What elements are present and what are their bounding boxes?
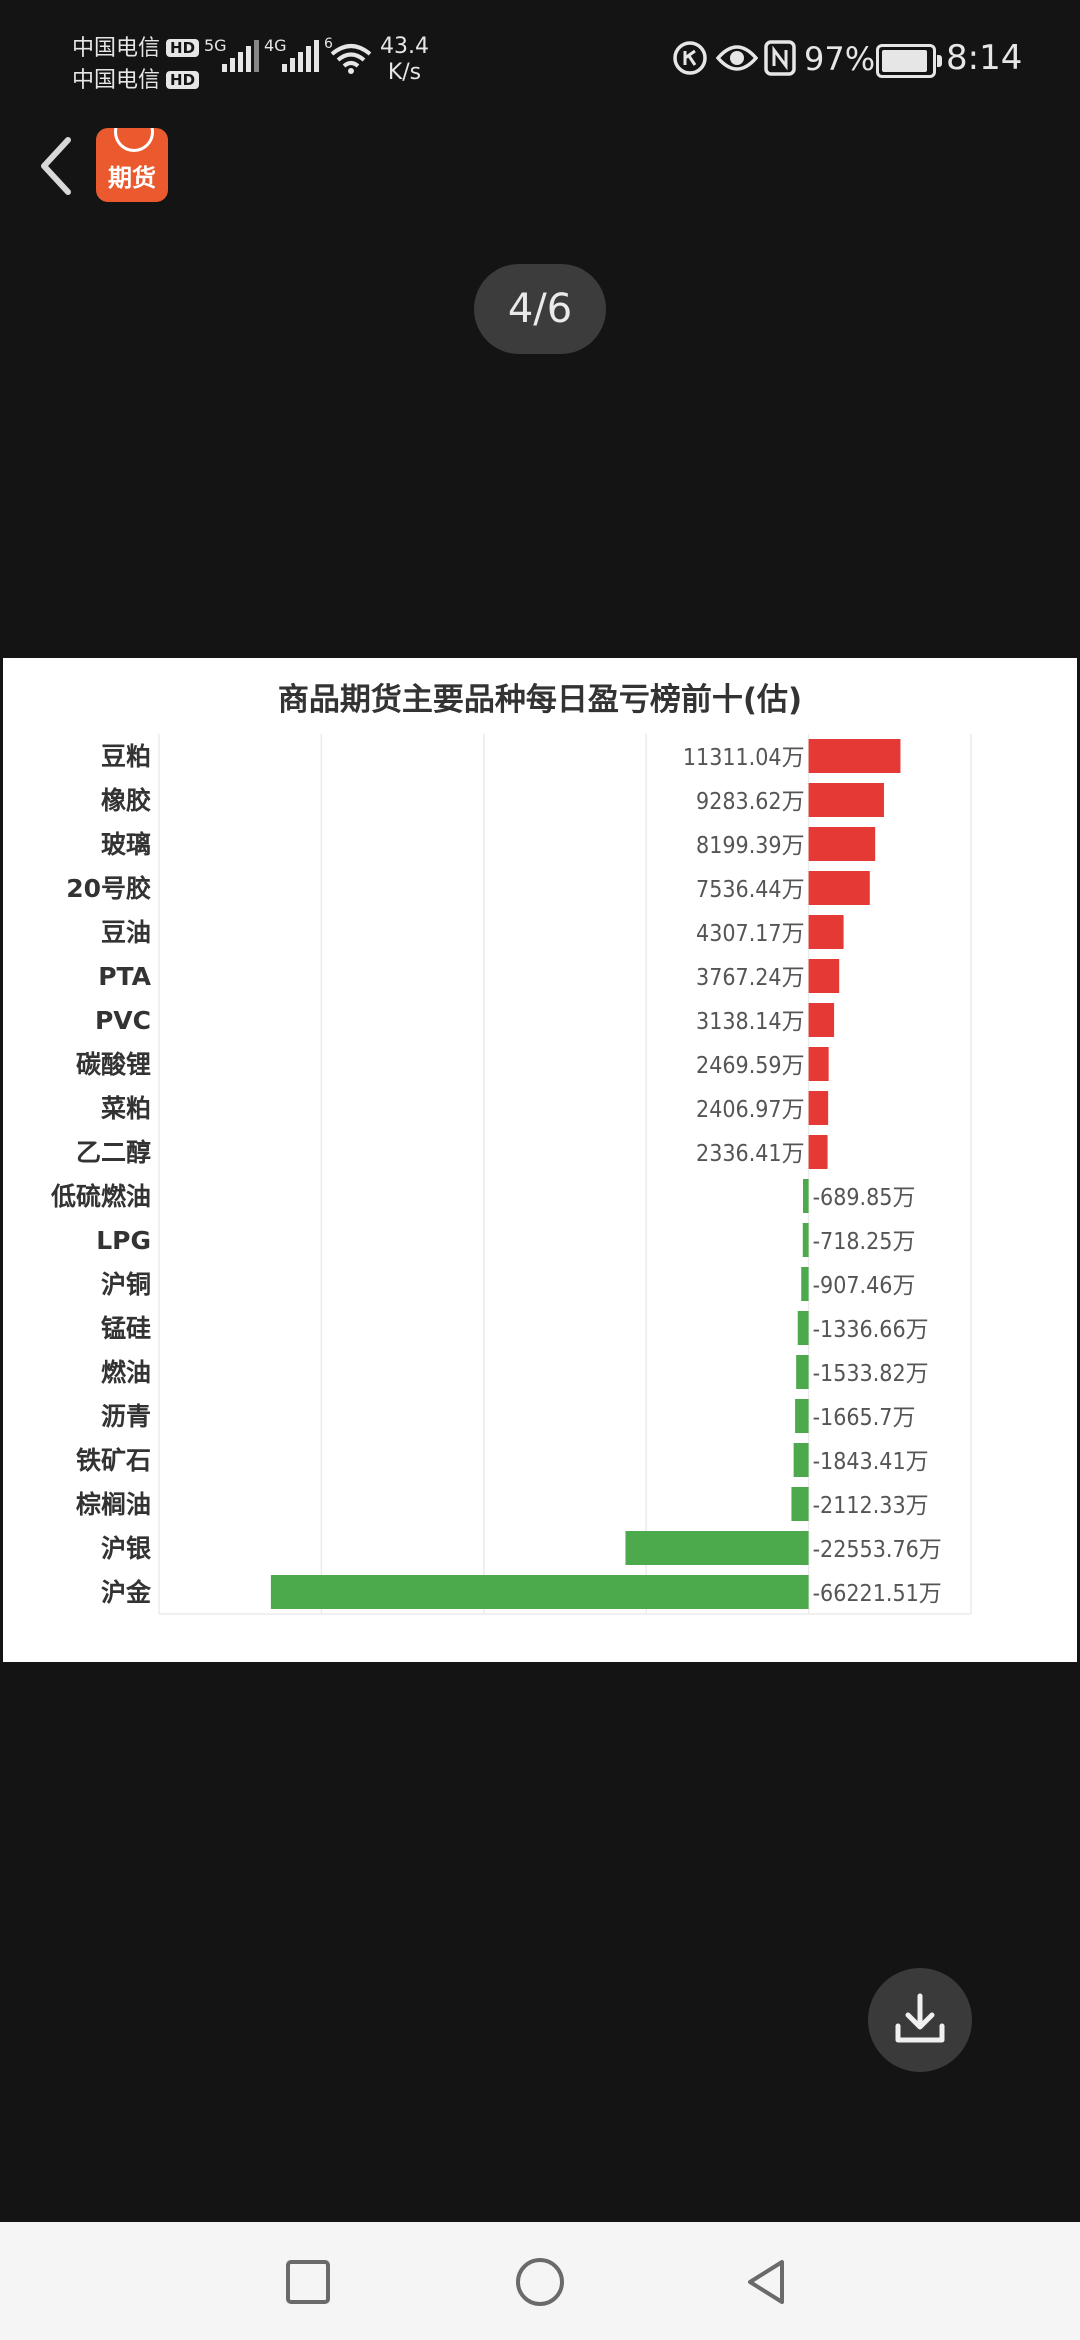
triangle-back-icon — [748, 2260, 784, 2304]
bar-20号胶 — [808, 871, 870, 905]
carrier-1: 中国电信 HD — [72, 30, 200, 62]
data-label: 2336.41万 — [696, 1141, 805, 1167]
chart-title: 商品期货主要品种每日盈亏榜前十(估) — [277, 682, 803, 718]
bar-燃油 — [796, 1355, 809, 1389]
data-label: -718.25万 — [813, 1229, 916, 1255]
data-label: -66221.51万 — [813, 1581, 942, 1607]
category-label: 碳酸锂 — [76, 1050, 151, 1079]
bar-沪金 — [270, 1575, 809, 1609]
bar-豆粕 — [808, 739, 901, 773]
home-button[interactable] — [510, 2252, 570, 2312]
data-label: -907.46万 — [813, 1273, 916, 1299]
hd-badge: HD — [166, 39, 200, 57]
data-label: -1843.41万 — [813, 1449, 929, 1475]
download-button[interactable] — [868, 1968, 972, 2072]
back-button[interactable] — [30, 130, 86, 202]
data-label: -2112.33万 — [813, 1493, 929, 1519]
carrier-2: 中国电信 HD — [72, 62, 200, 94]
category-label: 橡胶 — [101, 786, 151, 815]
category-label: 棕榈油 — [76, 1490, 151, 1519]
category-label: PVC — [95, 1006, 151, 1035]
category-label: 菜粕 — [100, 1094, 151, 1123]
data-label: -1336.66万 — [813, 1317, 929, 1343]
network-5g-label: 5G — [204, 36, 227, 55]
battery-icon — [876, 44, 942, 78]
data-saver-icon — [673, 41, 707, 75]
recents-button[interactable] — [278, 2252, 338, 2312]
data-label: 11311.04万 — [683, 745, 805, 771]
bar-乙二醇 — [808, 1135, 828, 1169]
data-label: 4307.17万 — [696, 921, 805, 947]
hd-badge: HD — [166, 71, 200, 89]
data-label: 3767.24万 — [696, 965, 805, 991]
bar-LPG — [802, 1223, 809, 1257]
category-label: 豆粕 — [101, 742, 151, 771]
category-label: 豆油 — [101, 918, 151, 947]
download-icon — [895, 1993, 945, 2043]
clock: 8:14 — [946, 38, 1023, 78]
data-label: 2406.97万 — [696, 1097, 805, 1123]
category-label: 沥青 — [101, 1402, 151, 1431]
status-bar: 中国电信 HD 中国电信 HD 5G 4G 6 43.4 K/s — [0, 0, 1080, 110]
network-speed: 43.4 K/s — [380, 34, 429, 85]
logo-emblem — [114, 128, 154, 152]
battery-percent: 97% — [804, 40, 876, 78]
category-label: 沪银 — [101, 1534, 152, 1563]
data-label: 9283.62万 — [696, 789, 805, 815]
category-label: 沪铜 — [101, 1270, 151, 1299]
bar-沥青 — [795, 1399, 809, 1433]
chart-image[interactable]: 商品期货主要品种每日盈亏榜前十(估) 豆粕 11311.04万橡胶 9283.62万… — [3, 658, 1077, 1662]
category-label: PTA — [98, 962, 151, 991]
bar-低硫燃油 — [802, 1179, 809, 1213]
bar-沪铜 — [801, 1267, 809, 1301]
navigation-bar — [0, 2222, 1080, 2340]
bar-碳酸锂 — [808, 1047, 829, 1081]
circle-icon — [516, 2258, 564, 2306]
category-label: 乙二醇 — [76, 1138, 151, 1167]
bar-PTA — [808, 959, 840, 993]
bar-玻璃 — [808, 827, 876, 861]
data-label: -22553.76万 — [813, 1537, 942, 1563]
bar-沪银 — [625, 1531, 809, 1565]
network-4g-label: 4G — [264, 36, 287, 55]
category-label: LPG — [96, 1226, 151, 1255]
bar-铁矿石 — [793, 1443, 809, 1477]
category-label: 玻璃 — [101, 830, 151, 859]
category-label: 锰硅 — [101, 1314, 151, 1343]
wifi-6-label: 6 — [324, 36, 333, 52]
category-label: 沪金 — [101, 1578, 152, 1607]
data-label: 7536.44万 — [696, 877, 805, 903]
category-label: 20号胶 — [66, 874, 151, 903]
data-label: 2469.59万 — [696, 1053, 805, 1079]
bar-橡胶 — [808, 783, 884, 817]
data-label: 3138.14万 — [696, 1009, 805, 1035]
bar-菜粕 — [808, 1091, 829, 1125]
category-label: 燃油 — [101, 1358, 151, 1387]
app-logo: 期货 — [96, 128, 168, 202]
data-label: -1665.7万 — [813, 1405, 916, 1431]
eye-icon — [716, 45, 758, 71]
page-indicator: 4/6 — [474, 264, 606, 354]
category-label: 低硫燃油 — [50, 1182, 151, 1211]
nav-back-button[interactable] — [738, 2252, 798, 2312]
wifi-icon — [330, 44, 372, 74]
data-label: 8199.39万 — [696, 833, 805, 859]
data-label: -1533.82万 — [813, 1361, 929, 1387]
square-icon — [286, 2260, 330, 2304]
category-label: 铁矿石 — [76, 1446, 151, 1475]
bar-豆油 — [808, 915, 844, 949]
data-label: -689.85万 — [813, 1185, 916, 1211]
chevron-left-icon — [41, 137, 71, 195]
bar-锰硅 — [797, 1311, 809, 1345]
bar-棕榈油 — [791, 1487, 809, 1521]
bar-PVC — [808, 1003, 835, 1037]
nfc-icon — [764, 40, 796, 76]
